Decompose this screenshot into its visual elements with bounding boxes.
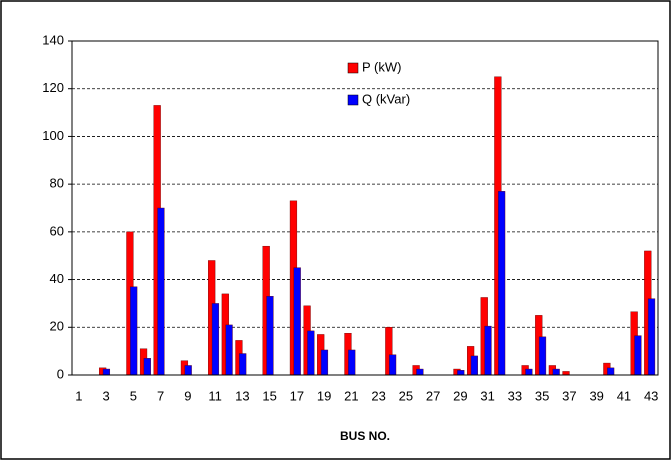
- bar: [307, 330, 315, 376]
- y-tick-label: 140: [42, 32, 64, 47]
- x-tick-label: 3: [102, 388, 109, 403]
- bar: [143, 358, 151, 376]
- x-tick-label: 25: [399, 388, 413, 403]
- plot-frame: [71, 40, 659, 376]
- legend-label: Q (kVar): [362, 91, 410, 106]
- y-tick-label: 80: [50, 176, 64, 191]
- x-tick-label: 31: [480, 388, 494, 403]
- x-tick-label: 17: [290, 388, 304, 403]
- bar: [320, 349, 329, 376]
- x-tick-label: 29: [453, 388, 467, 403]
- legend-swatch: [347, 94, 359, 106]
- bar: [211, 303, 220, 376]
- bar: [647, 298, 656, 376]
- x-tick-label: 39: [589, 388, 603, 403]
- x-tick-label: 21: [344, 388, 358, 403]
- bar: [388, 354, 397, 376]
- bar: [457, 370, 465, 376]
- bar: [293, 267, 301, 376]
- y-tick-label: 0: [57, 366, 64, 381]
- bar: [538, 336, 547, 376]
- x-tick-label: 41: [617, 388, 631, 403]
- x-tick-label: 11: [208, 388, 222, 403]
- x-tick-label: 23: [371, 388, 385, 403]
- bar: [416, 368, 424, 376]
- x-tick-label: 43: [644, 388, 658, 403]
- legend-label: P (kW): [362, 59, 401, 74]
- y-tick-label: 20: [50, 319, 64, 334]
- x-tick-label: 13: [235, 388, 249, 403]
- bar: [634, 335, 642, 376]
- bar: [348, 349, 356, 376]
- legend-swatch: [347, 62, 359, 74]
- bar: [525, 368, 533, 376]
- x-tick-label: 15: [262, 388, 276, 403]
- bar: [484, 325, 492, 376]
- x-axis-label: BUS NO.: [340, 429, 390, 443]
- x-tick-label: 27: [426, 388, 440, 403]
- x-tick-label: 19: [317, 388, 331, 403]
- bar: [239, 353, 247, 376]
- bar: [184, 365, 192, 376]
- x-tick-label: 35: [535, 388, 549, 403]
- x-tick-label: 9: [184, 388, 191, 403]
- x-tick-label: 5: [130, 388, 137, 403]
- x-tick-label: 37: [562, 388, 576, 403]
- bar: [225, 324, 233, 376]
- y-tick-label: 100: [42, 128, 64, 143]
- x-tick-label: 33: [508, 388, 522, 403]
- x-tick-label: 7: [157, 388, 164, 403]
- bar: [498, 191, 506, 376]
- bar: [470, 355, 478, 376]
- bar: [102, 368, 111, 376]
- bar: [562, 371, 570, 376]
- bar: [607, 367, 615, 376]
- y-tick-label: 40: [50, 271, 64, 286]
- x-tick-label: 1: [75, 388, 82, 403]
- bar: [130, 286, 138, 376]
- y-tick-label: 120: [42, 80, 64, 95]
- bar: [552, 368, 560, 376]
- bar: [266, 296, 274, 376]
- y-tick-label: 60: [50, 223, 64, 238]
- bar: [157, 207, 165, 376]
